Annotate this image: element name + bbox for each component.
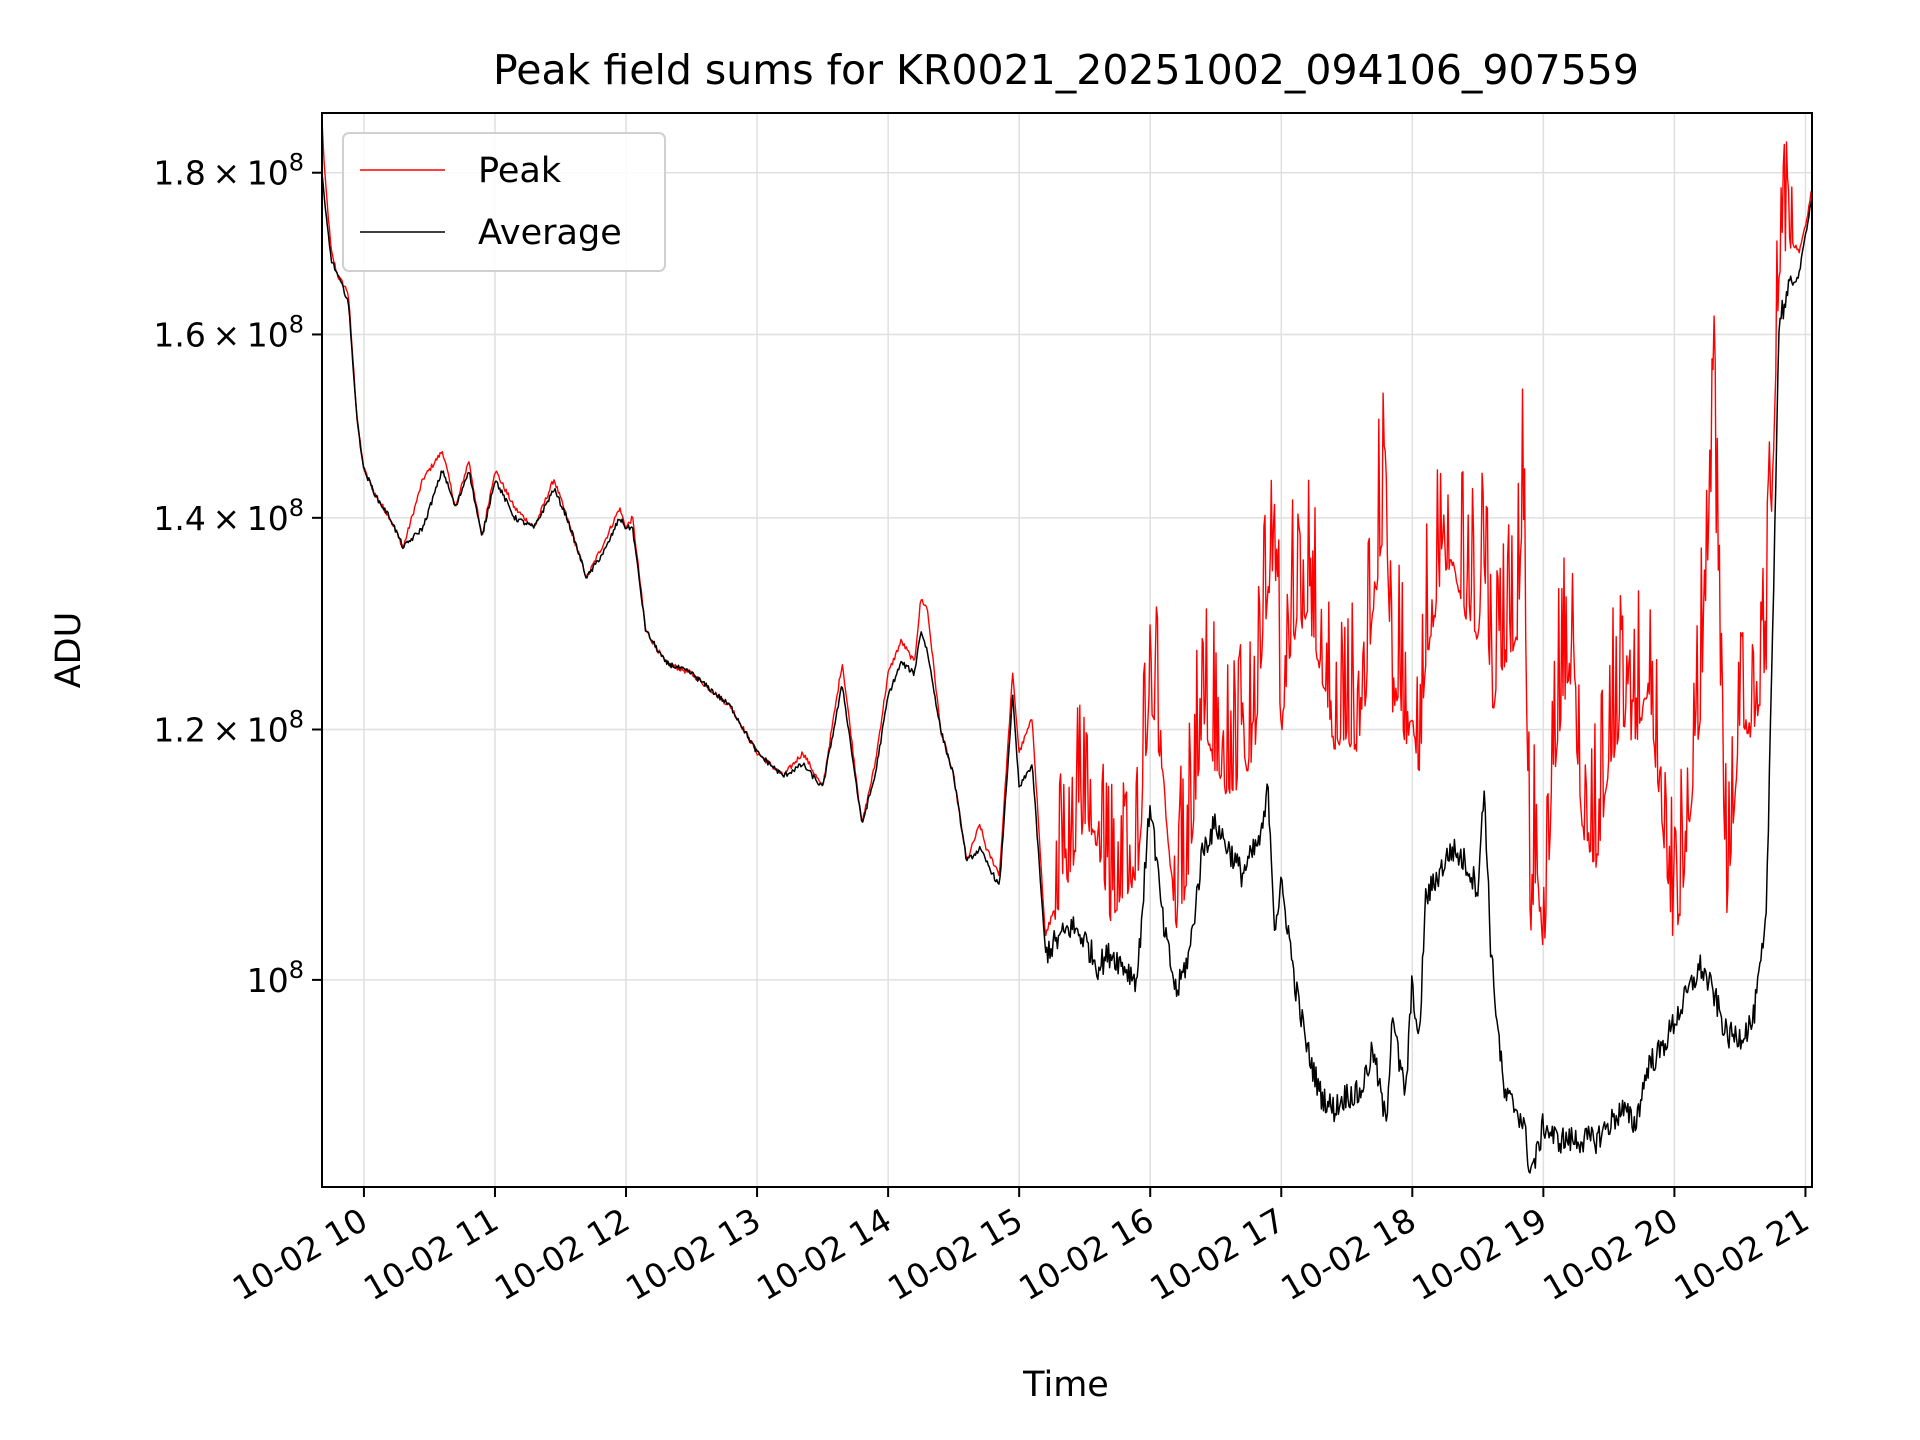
- y-axis: 108 1.2 × 108 1.4 × 108 1.6 × 108 1.8 × 108: [153, 149, 322, 1000]
- y-tick-label-3: 1.6 × 108: [153, 310, 304, 354]
- y-tick-label-2: 1.4 × 108: [153, 494, 304, 538]
- grid: [322, 113, 1812, 1187]
- legend-label-average: Average: [478, 213, 622, 253]
- legend-label-peak: Peak: [478, 151, 562, 191]
- series-line-average: [321, 172, 1813, 1174]
- y-tick-label-1: 1.2 × 108: [153, 706, 304, 750]
- legend-box: [342, 132, 666, 272]
- x-axis-title: Time: [1022, 1365, 1109, 1405]
- y-axis-title: ADU: [49, 612, 89, 689]
- y-tick-label-4: 1.8 × 108: [153, 149, 304, 193]
- y-tick-label-0: 108: [247, 956, 304, 1000]
- plot-frame: [321, 112, 1813, 1188]
- series-layer: [321, 119, 1813, 1174]
- legend: Peak Average: [342, 132, 666, 272]
- chart-title: Peak field sums for KR0021_20251002_0941…: [493, 46, 1639, 94]
